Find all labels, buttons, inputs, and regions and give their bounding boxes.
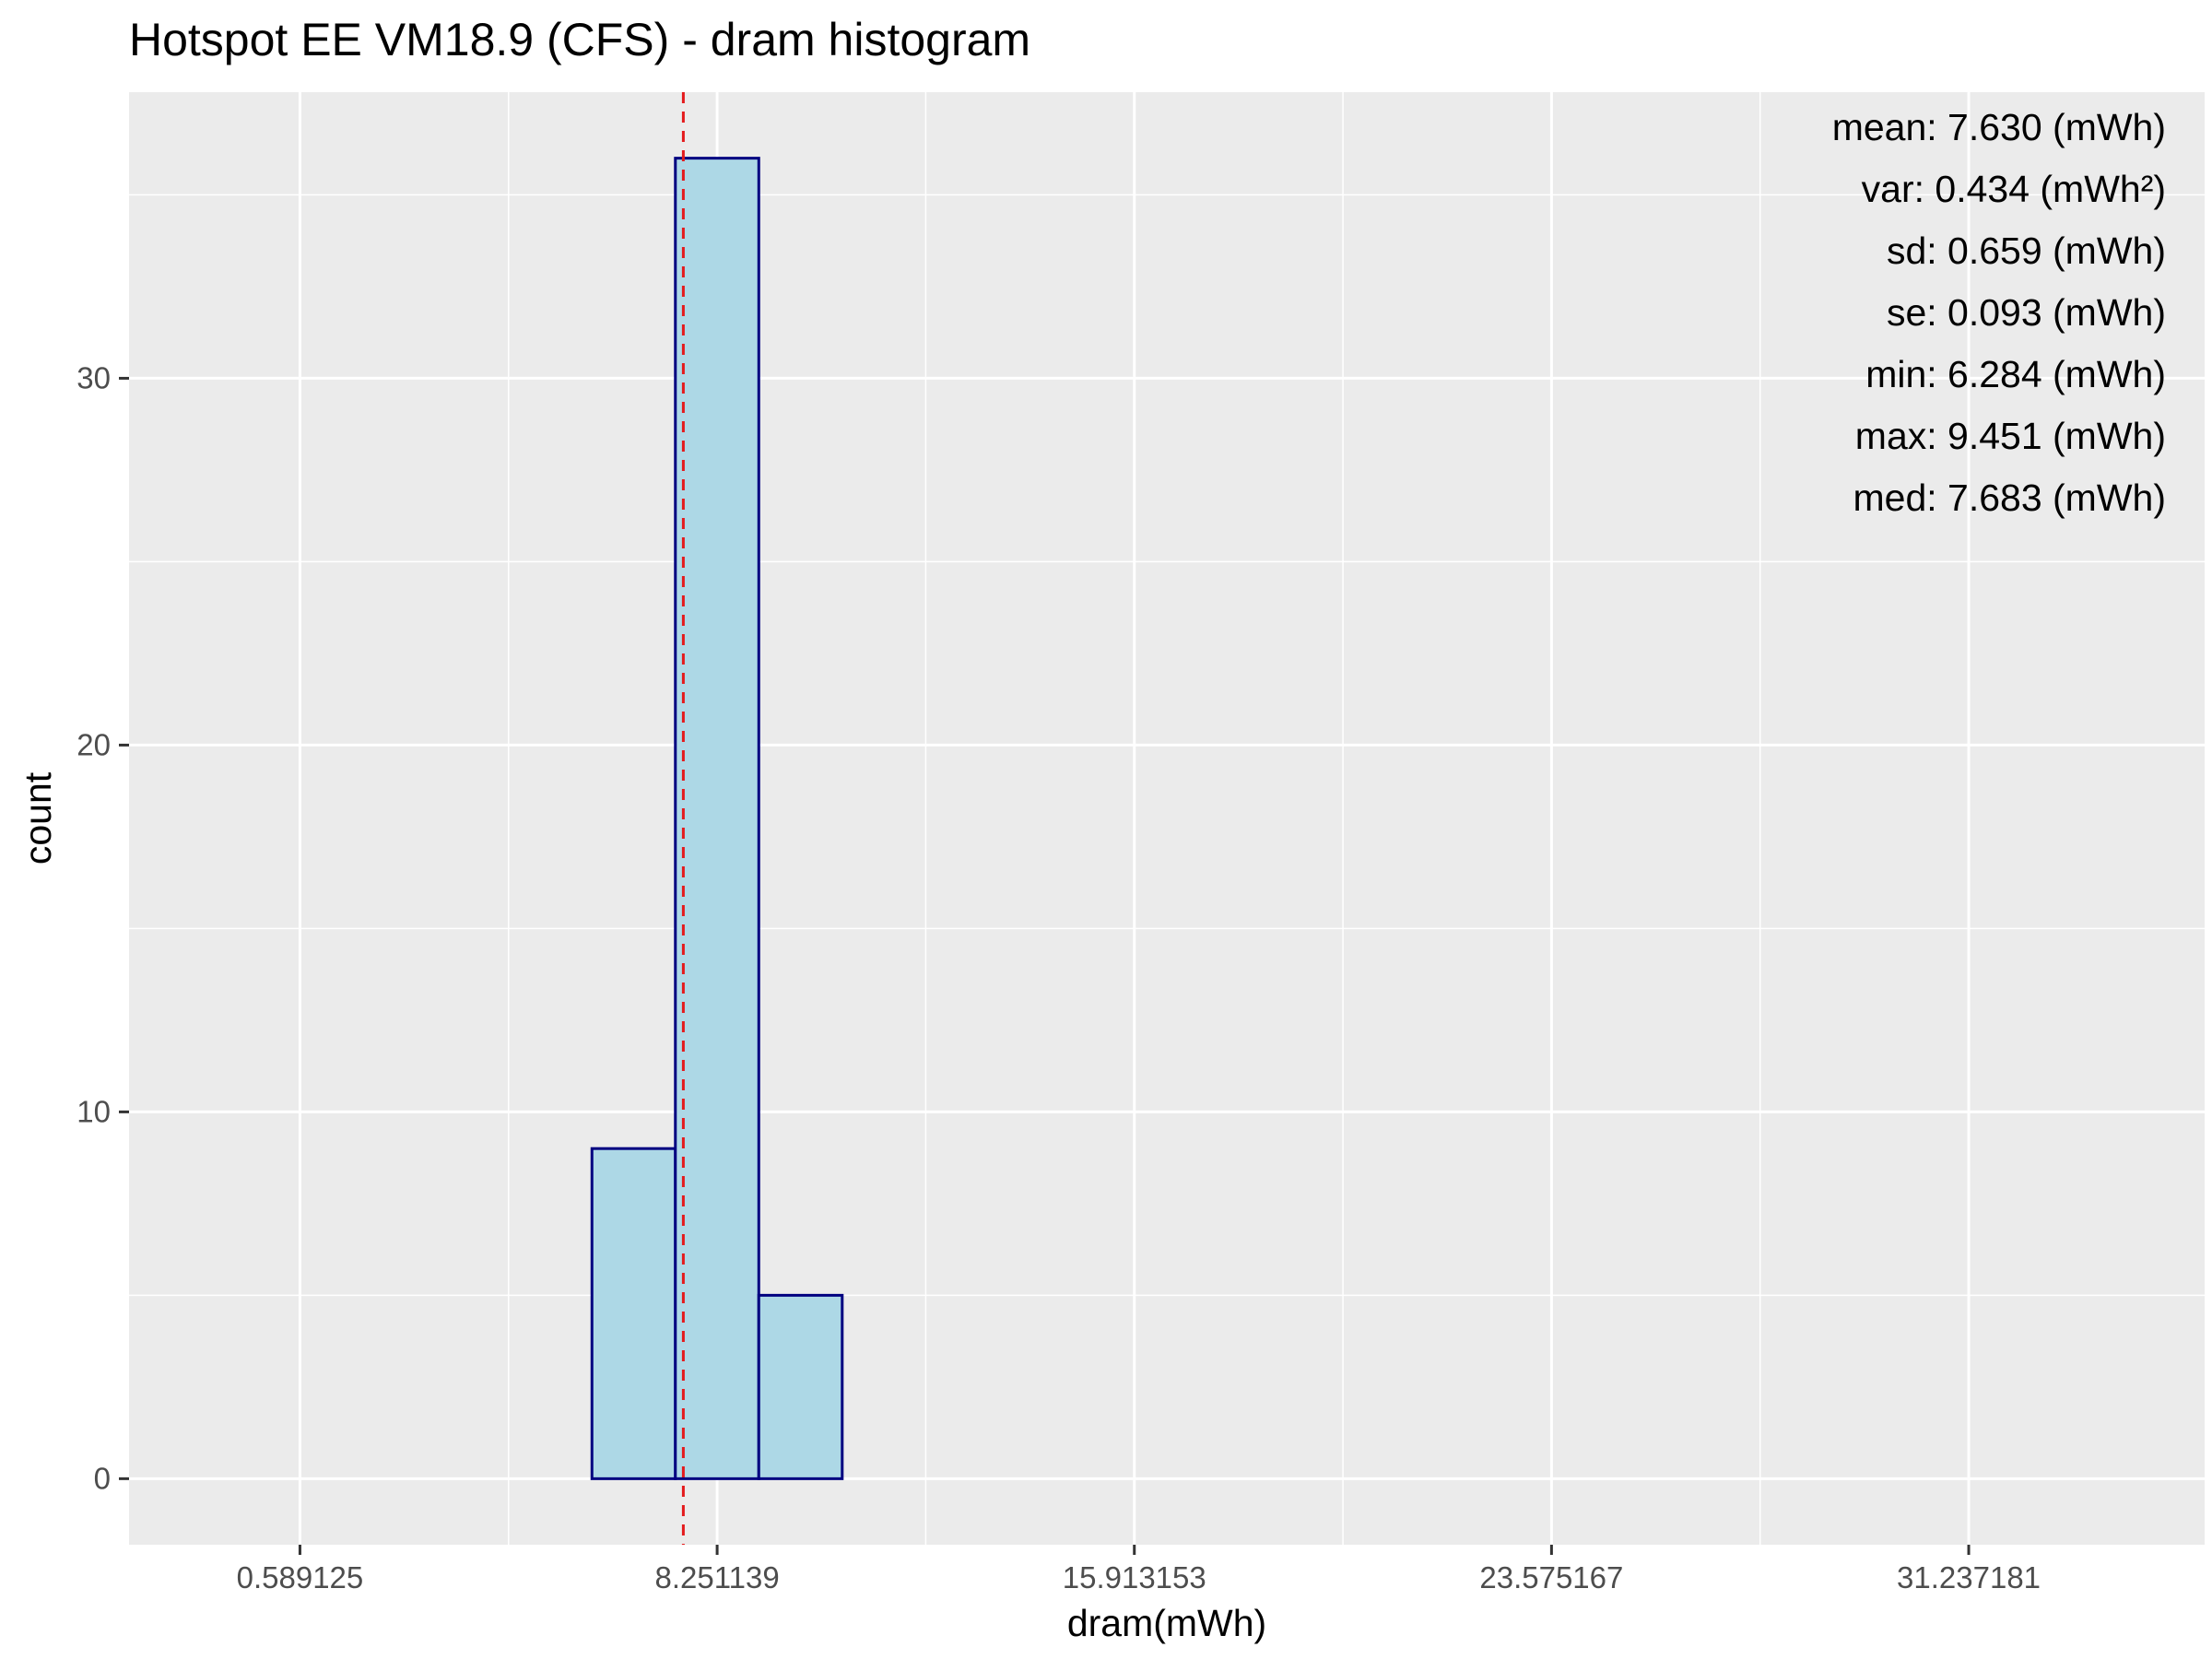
histogram-bar xyxy=(757,1293,844,1480)
stat-label: mean: 7.630 (mWh) xyxy=(1832,106,2166,148)
x-tick-label: 0.589125 xyxy=(237,1560,364,1594)
summary-stats: mean: 7.630 (mWh) var: 0.434 (mWh²) sd: 0.… xyxy=(1832,106,2166,519)
stat-label: max: 9.451 (mWh) xyxy=(1855,415,2166,457)
stat-label: sd: 0.659 (mWh) xyxy=(1887,229,2166,272)
y-tick-label: 30 xyxy=(76,360,111,394)
histogram-bars xyxy=(590,157,844,1480)
x-axis: 0.589125 8.251139 15.913153 23.575167 31.237… xyxy=(237,1545,2041,1594)
y-tick-label: 20 xyxy=(76,727,111,761)
y-tick-label: 0 xyxy=(94,1461,111,1495)
histogram-bar xyxy=(674,157,760,1480)
x-axis-title: dram(mWh) xyxy=(1067,1602,1266,1644)
stat-label: med: 7.683 (mWh) xyxy=(1853,477,2167,519)
stat-label: min: 6.284 (mWh) xyxy=(1865,353,2166,395)
x-tick-label: 15.913153 xyxy=(1063,1560,1206,1594)
x-tick-label: 31.237181 xyxy=(1897,1560,2041,1594)
y-axis-title: count xyxy=(17,771,59,865)
chart-title: Hotspot EE VM18.9 (CFS) - dram histogram xyxy=(129,14,1030,65)
stat-label: var: 0.434 (mWh²) xyxy=(1862,168,2166,210)
y-axis: 0 10 20 30 xyxy=(76,360,129,1495)
x-tick-label: 8.251139 xyxy=(654,1560,779,1594)
y-tick-label: 10 xyxy=(76,1094,111,1128)
minor-gridlines xyxy=(129,92,2205,1545)
stat-label: se: 0.093 (mWh) xyxy=(1887,291,2166,334)
x-tick-label: 23.575167 xyxy=(1479,1560,1623,1594)
plot-panel xyxy=(129,92,2205,1545)
histogram-bar xyxy=(590,1147,677,1480)
